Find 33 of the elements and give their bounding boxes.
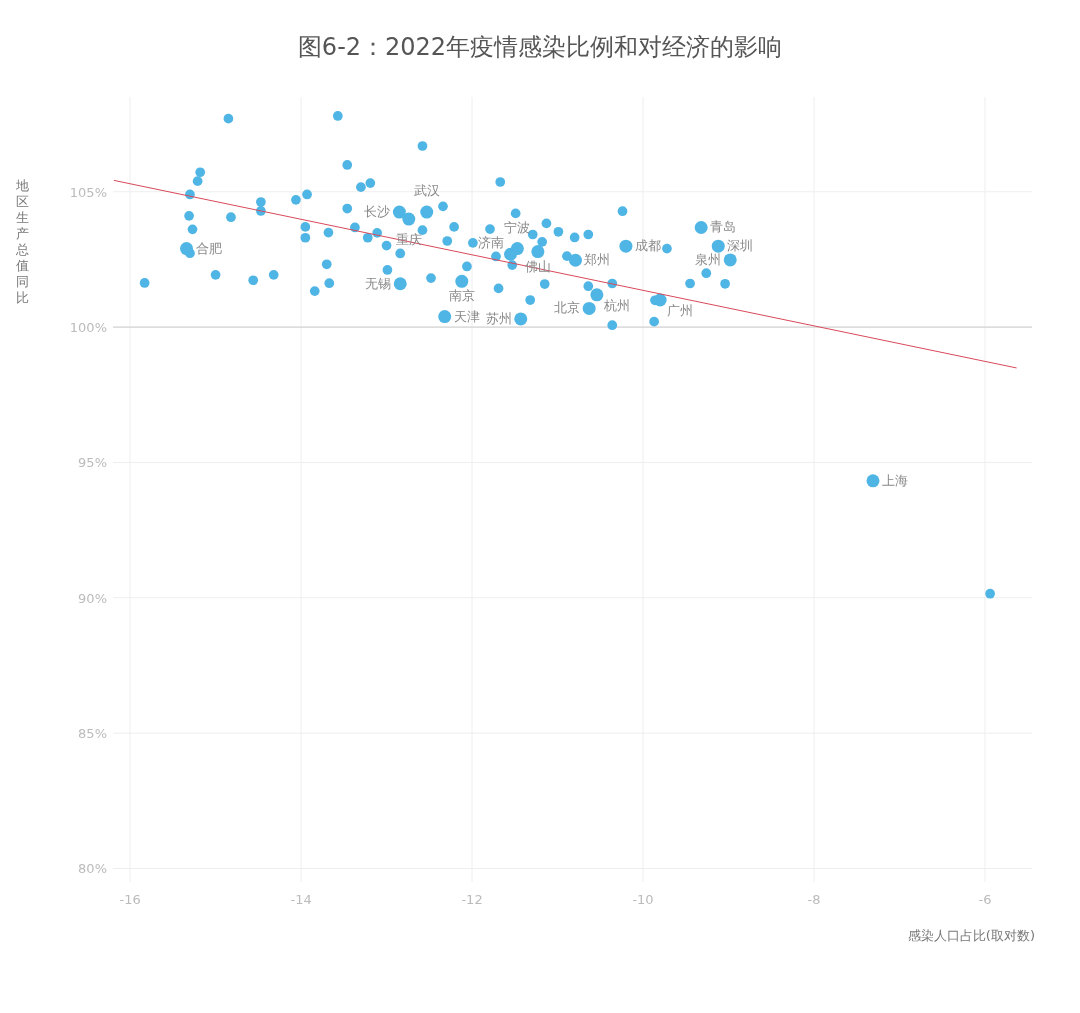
annotation: 合肥 <box>195 240 222 256</box>
y-tick-label: 90% <box>78 590 107 606</box>
annotation: 青岛 <box>710 219 737 235</box>
annotation: 宁波 <box>504 219 531 235</box>
x-tick-label: -12 <box>461 892 483 907</box>
x-tick-label: -14 <box>290 892 312 907</box>
annotation: 济南 <box>477 235 504 251</box>
y-tick-label: 85% <box>78 726 107 742</box>
x-tick-label: -6 <box>978 892 992 907</box>
annotation: 杭州 <box>602 297 630 313</box>
annotation: 苏州 <box>485 310 512 326</box>
annotation: 泉州 <box>695 251 722 267</box>
x-tick-label: -10 <box>632 892 654 907</box>
x-tick-label: -8 <box>807 892 821 907</box>
annotation: 成都 <box>634 238 661 254</box>
annotation: 无锡 <box>365 275 392 291</box>
x-tick-label: -16 <box>119 892 141 907</box>
annotation: 长沙 <box>364 204 391 220</box>
chart-title: 图6-2：2022年疫情感染比例和对经济的影响 <box>297 33 783 61</box>
annotation: 郑州 <box>584 252 611 268</box>
y-axis-title: 地区生产总值同比 <box>14 178 29 305</box>
annotation: 武汉 <box>413 183 440 199</box>
y-tick-label: 95% <box>78 455 107 471</box>
x-axis-title: 感染人口占比(取对数) <box>907 928 1035 943</box>
y-tick-label: 105% <box>69 184 107 200</box>
annotation: 南京 <box>448 288 475 304</box>
annotation: 上海 <box>881 472 908 488</box>
y-tick-label: 100% <box>69 320 107 336</box>
annotation: 天津 <box>453 308 480 324</box>
annotation: 北京 <box>554 300 581 316</box>
annotation: 广州 <box>667 303 694 319</box>
annotation: 深圳 <box>727 238 754 254</box>
y-tick-label: 80% <box>78 861 107 877</box>
